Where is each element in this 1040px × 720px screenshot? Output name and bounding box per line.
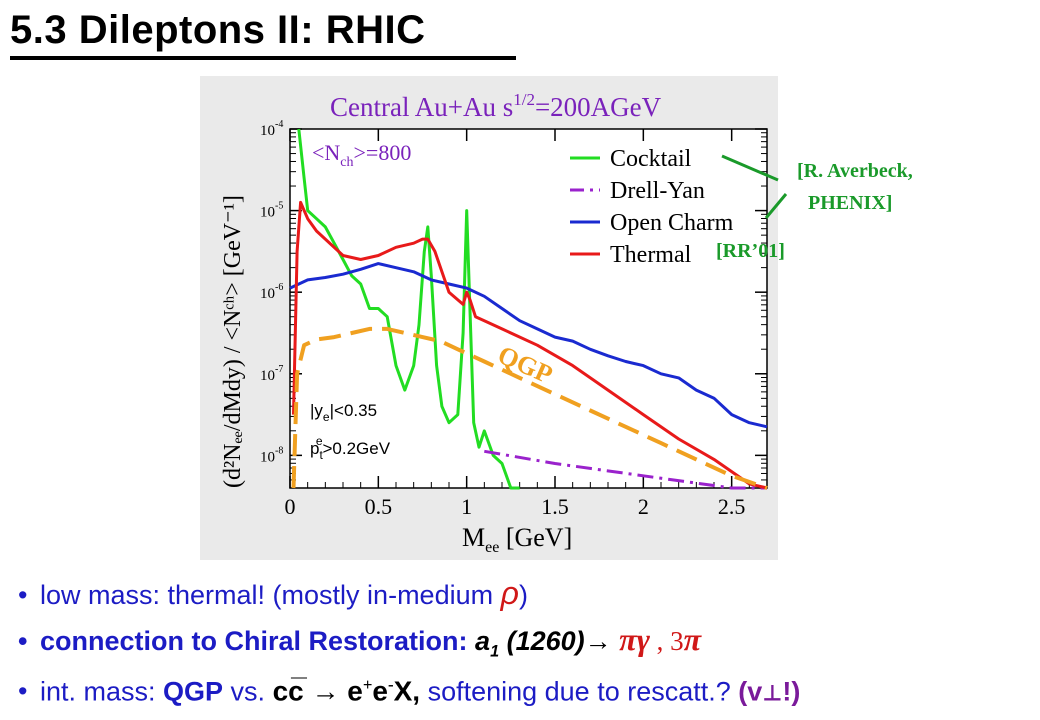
pi-gamma: πγ xyxy=(619,621,650,657)
y-tick-label: 10-5 xyxy=(260,201,283,221)
bullet-int-mass: • int. mass: QGP vs. cc̅ → e+e-X, softeni… xyxy=(18,662,1028,708)
y-tick-label: 10-8 xyxy=(260,445,283,465)
bullet-1-text: low mass: thermal! (mostly in-medium xyxy=(40,580,501,610)
y-axis-label: (d²Nₑₑ/dMdy) / <Nᶜʰ> [GeV⁻¹] xyxy=(220,195,246,488)
series-line-open-charm xyxy=(289,262,768,429)
e-label: e xyxy=(372,675,388,707)
ref-pointer-lines xyxy=(721,154,788,219)
v-label: (v xyxy=(730,676,763,707)
dilepton-chart: Central Au+Au s1/2=200AGeV <Nch>=800 10-4 1… xyxy=(220,90,768,556)
slide-title: 5.3 Dileptons II: RHIC xyxy=(10,8,426,52)
pointer-line-cocktail xyxy=(721,154,779,182)
legend-label: Open Charm xyxy=(610,210,734,236)
bullet-low-mass: • low mass: thermal! (mostly in-medium ρ) xyxy=(18,570,1028,616)
chart-title: Central Au+Au s1/2=200AGeV xyxy=(330,90,662,122)
qgp-label: QGP xyxy=(163,676,224,707)
series-line-qgp xyxy=(291,326,768,490)
rho-symbol: ρ xyxy=(500,575,519,611)
chart-panel: Central Au+Au s1/2=200AGeV <Nch>=800 10-4 1… xyxy=(200,76,778,560)
cut-rapidity: |ye|<0.35 xyxy=(310,401,377,424)
e-minus: - xyxy=(388,675,394,694)
perp-symbol: ⊥ xyxy=(762,680,783,706)
ccbar-label: cc̅ xyxy=(272,675,304,707)
a1-subscript: 1 xyxy=(490,642,500,661)
a1-symbol: a xyxy=(475,626,491,656)
x-axis-label: Mee [GeV] xyxy=(462,523,572,556)
cut-pt: pte>0.2GeV xyxy=(310,434,391,462)
y-tick-label: 10-6 xyxy=(260,282,283,302)
nch-label: <Nch>=800 xyxy=(312,140,411,170)
bullet-1-close: ) xyxy=(518,580,528,610)
bullet-dot: • xyxy=(18,580,28,610)
bullet-2-text: connection to Chiral Restoration: xyxy=(40,626,476,656)
three-label: , 3 xyxy=(649,626,684,656)
x-tick-label: 2.5 xyxy=(718,494,746,519)
a1-mass: (1260)→ xyxy=(499,626,620,656)
pi-symbol: π xyxy=(683,621,702,657)
softening-text: softening due to rescatt.? xyxy=(420,676,731,707)
x-label: X, xyxy=(393,675,421,707)
legend-label: Cocktail xyxy=(610,146,692,172)
ref-averbeck-line2: PHENIX] xyxy=(808,192,893,214)
e-plus: + xyxy=(362,675,373,694)
pointer-line-charm xyxy=(764,193,788,219)
y-tick-label: 10-7 xyxy=(260,364,283,384)
bullet-list: • low mass: thermal! (mostly in-medium ρ)… xyxy=(18,570,1028,708)
legend-label: Thermal xyxy=(610,242,692,268)
bullet-3-text: int. mass: xyxy=(40,676,164,707)
x-tick-label: 2 xyxy=(638,494,649,519)
v-end: !) xyxy=(782,676,801,707)
series-line-drell-yan xyxy=(484,449,767,490)
bullet-dot: • xyxy=(18,676,28,707)
ref-rr: [RR’01] xyxy=(716,240,785,262)
x-tick-label: 1 xyxy=(461,494,472,519)
x-tick-label: 1.5 xyxy=(541,494,569,519)
legend-label: Drell-Yan xyxy=(610,178,705,204)
ref-averbeck-line1: [R. Averbeck, xyxy=(797,160,913,182)
series-line-thermal xyxy=(292,200,768,490)
bullet-chiral: • connection to Chiral Restoration: a1 (1… xyxy=(18,616,1028,662)
title-underline xyxy=(10,56,516,60)
bullet-dot: • xyxy=(18,626,28,656)
vs-label: vs. xyxy=(223,676,273,707)
x-tick-label: 0.5 xyxy=(365,494,393,519)
y-tick-label: 10-4 xyxy=(260,119,283,139)
x-tick-label: 0 xyxy=(285,494,296,519)
arrow-e: → e xyxy=(303,675,363,707)
